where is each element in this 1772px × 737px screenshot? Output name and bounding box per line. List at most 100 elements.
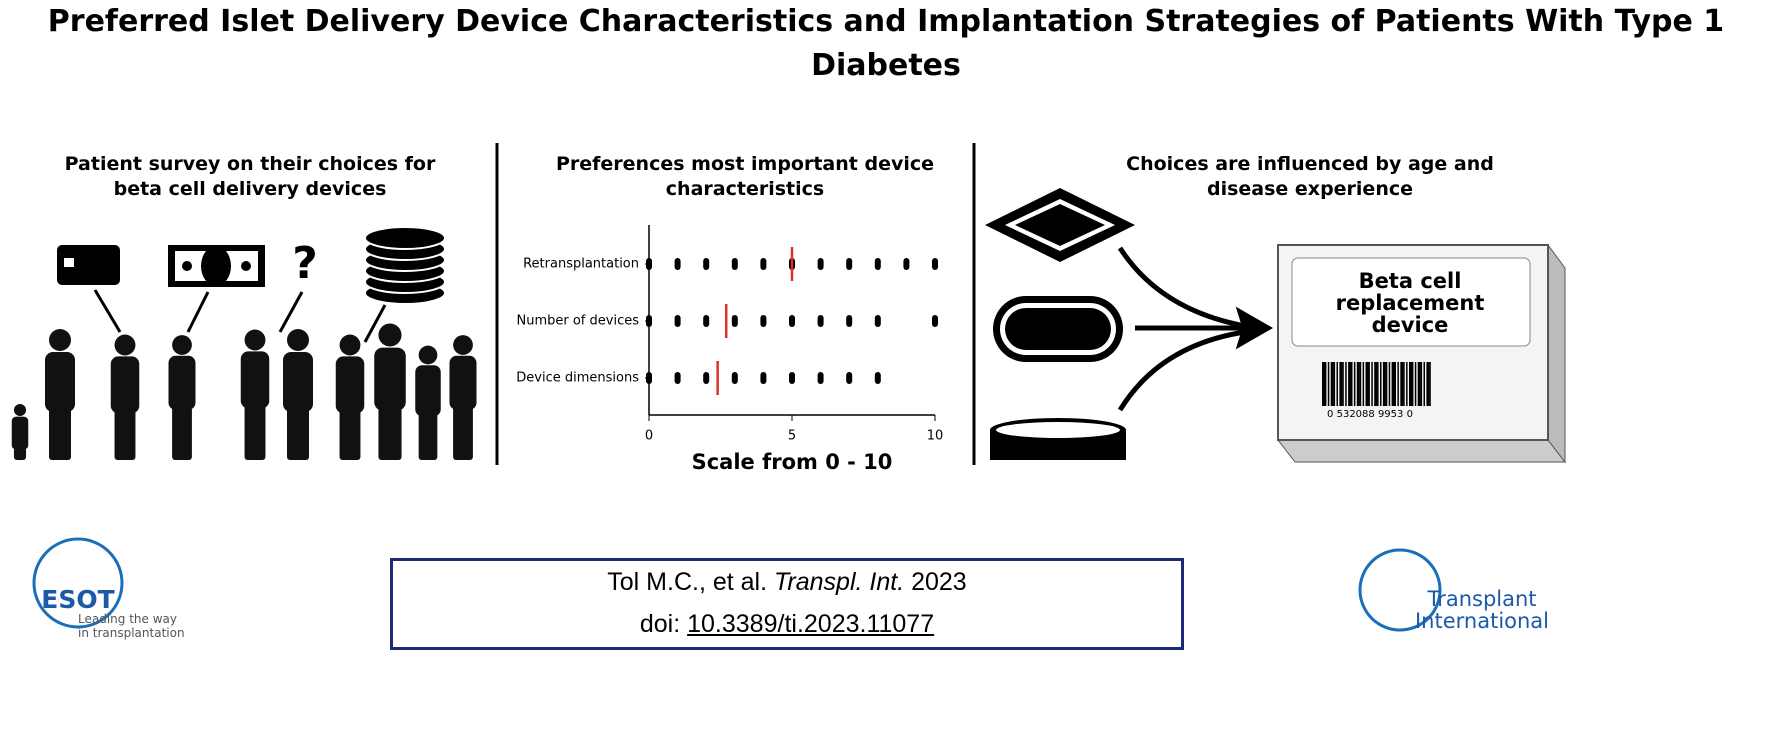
barcode-bar [1403, 362, 1405, 406]
dot [703, 315, 710, 327]
connectors [93, 289, 387, 343]
doi-prefix: doi: [639, 610, 681, 638]
legs [244, 404, 266, 460]
panel-heading: Patient survey on their choices for beta… [64, 153, 436, 200]
barcode-bar [1362, 362, 1365, 406]
esot-name: ESOT [41, 585, 114, 614]
barcode-bar [1400, 362, 1404, 406]
dot [646, 315, 652, 327]
barcode-bar [1322, 362, 1325, 406]
barcode-bar [1411, 362, 1414, 406]
year: 2023 [911, 568, 967, 596]
head [13, 403, 27, 417]
journal: Transpl. Int. [774, 568, 905, 596]
doi-link[interactable]: 10.3389/ti.2023.11077 [687, 610, 935, 638]
barcode-bar [1391, 362, 1395, 406]
legs [172, 406, 192, 460]
esot-tagline: Leading the way in transplantation [78, 612, 185, 640]
barcode-bar [1409, 362, 1412, 406]
x-axis-label: Scale from 0 - 10 [692, 450, 893, 474]
barcode-bar [1353, 362, 1356, 406]
body [168, 355, 196, 410]
dot [674, 258, 681, 270]
dot [846, 315, 853, 327]
journal-logo [1358, 548, 1442, 632]
body [110, 356, 140, 414]
title: Preferred Islet Delivery Device Characte… [47, 4, 1725, 83]
barcode-bar [1356, 362, 1360, 406]
legs [49, 408, 71, 460]
body [283, 352, 313, 412]
silhouettes [11, 323, 477, 460]
dot [703, 258, 710, 270]
head [244, 329, 266, 351]
barcode-bar [1324, 362, 1327, 406]
dot [874, 315, 881, 327]
dot [731, 258, 738, 270]
dot [817, 258, 824, 270]
device-shapes [985, 188, 1135, 460]
legs [339, 409, 361, 460]
doi-line: doi: 10.3389/ti.2023.11077 [393, 603, 1181, 645]
head [418, 345, 438, 365]
barcode-bar [1345, 362, 1347, 406]
barcode-bar [1351, 362, 1353, 406]
citation-line: Tol M.C., et al. Transpl. Int. 2023 [393, 561, 1181, 603]
x-tick-label: 5 [788, 429, 796, 444]
barcode-bar [1420, 362, 1423, 406]
body [449, 355, 477, 410]
barcode-bar [1423, 362, 1425, 406]
head [49, 329, 71, 351]
barcode-bar [1385, 362, 1388, 406]
question-mark: ? [292, 238, 318, 289]
y-tick-label: Number of devices [517, 314, 640, 329]
dot [932, 315, 938, 327]
authors: Tol M.C., et al. [607, 568, 768, 596]
dot [903, 258, 910, 270]
barcode-bar [1342, 362, 1344, 406]
dot [703, 372, 710, 384]
legs [453, 406, 473, 460]
body [11, 416, 29, 450]
coin [364, 226, 446, 250]
body [45, 352, 75, 412]
dot [760, 315, 767, 327]
dot [646, 258, 652, 270]
y-tick-label: Device dimensions [516, 371, 639, 386]
body [415, 365, 441, 417]
head [378, 323, 402, 347]
barcode-bar [1397, 362, 1399, 406]
dot [817, 372, 824, 384]
barcode-bar [1359, 362, 1362, 406]
dot [874, 372, 881, 384]
dot [760, 372, 767, 384]
dot [817, 315, 824, 327]
barcode-bar [1371, 362, 1373, 406]
legs [114, 409, 136, 460]
legs [378, 406, 402, 460]
body [374, 347, 406, 411]
head [453, 335, 473, 355]
dot [731, 372, 738, 384]
dot [846, 372, 853, 384]
barcode-bar [1417, 362, 1421, 406]
dot [789, 315, 795, 327]
barcode-bar [1388, 362, 1391, 406]
dot [932, 258, 938, 270]
head [287, 329, 309, 351]
device-label: Beta cell replacement device [1336, 269, 1485, 337]
dot [760, 258, 767, 270]
barcode-bar [1429, 362, 1431, 406]
barcode-bar [1394, 362, 1396, 406]
device-box [1276, 243, 1567, 464]
dot [731, 315, 738, 327]
panel-heading: Choices are influenced by age and diseas… [1126, 153, 1494, 200]
dot [789, 372, 795, 384]
legs [287, 408, 309, 460]
legs [418, 412, 438, 460]
dot [674, 372, 681, 384]
citation-box: Tol M.C., et al. Transpl. Int. 2023 doi:… [390, 558, 1184, 650]
barcode-bar [1426, 362, 1430, 406]
barcode-number: 0 532088 9953 0 [1327, 409, 1413, 420]
journal-name: Transplant International [1414, 587, 1550, 633]
